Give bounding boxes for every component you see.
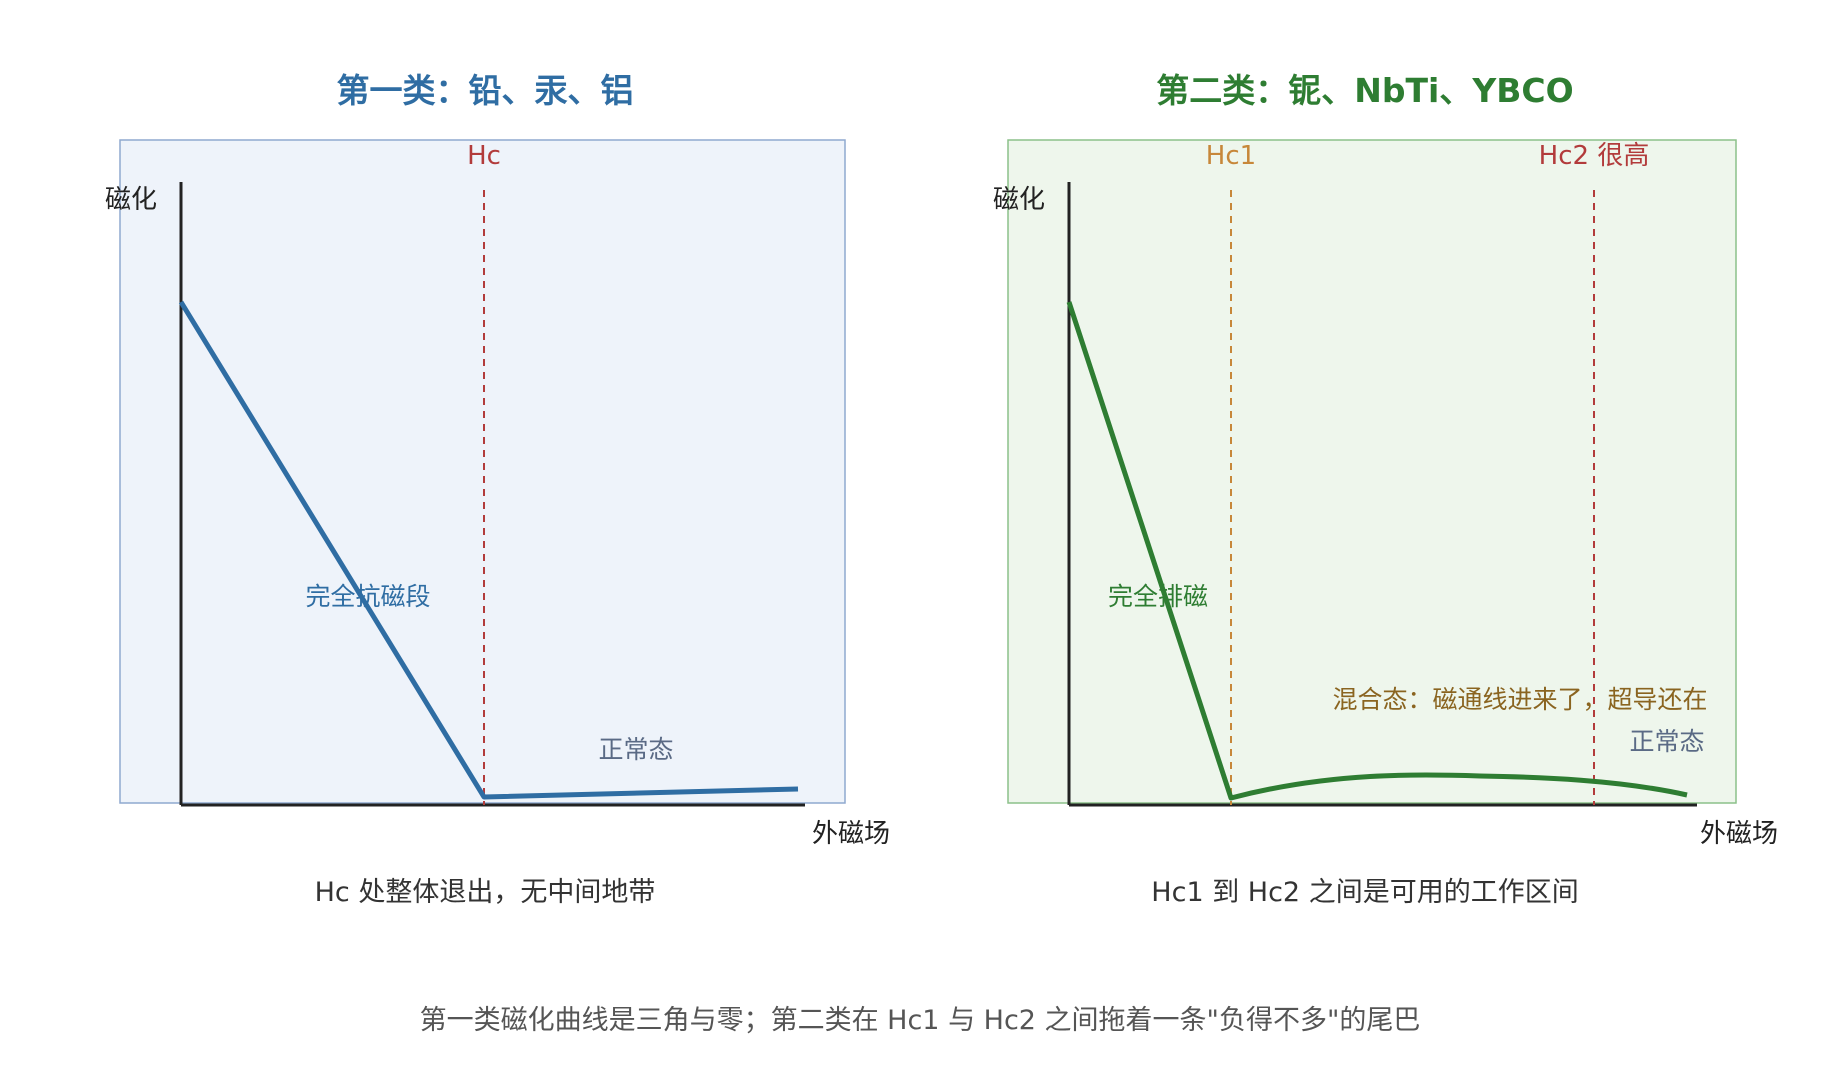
panel1-normal-label: 正常态 — [598, 735, 673, 764]
panel1-title: 第一类：铅、汞、铝 — [336, 71, 634, 110]
panel2-hc1-label: Hc1 — [1206, 141, 1256, 171]
panel1-meissner-label: 完全抗磁段 — [305, 582, 430, 611]
panel1-y-axis-label: 磁化 — [105, 185, 157, 215]
panel2-x-axis-label: 外磁场 — [1700, 819, 1778, 849]
panel1-hc-label: Hc — [467, 141, 501, 171]
panel2-magnetization-curve — [1066, 301, 1688, 801]
panel2-background — [1007, 139, 1737, 804]
panel1-caption: Hc 处整体退出，无中间地带 — [314, 877, 656, 908]
panel2-hc2-label: Hc2 很高 — [1539, 141, 1650, 171]
panel2-caption: Hc1 到 Hc2 之间是可用的工作区间 — [1151, 877, 1579, 908]
panel2-title: 第二类：铌、NbTi、YBCO — [1156, 71, 1574, 110]
panel2-normal-label: 正常态 — [1629, 727, 1704, 756]
panel2-plot: 磁化 外磁场 Hc1 Hc2 很高 完全排磁 混合态：磁通线进来了，超导还在 正… — [993, 139, 1778, 849]
panel1-plot: 磁化 外磁场 Hc 完全抗磁段 正常态 — [105, 139, 890, 849]
panel1-background — [119, 139, 846, 804]
footer-summary: 第一类磁化曲线是三角与零；第二类在 Hc1 与 Hc2 之间拖着一条"负得不多"… — [419, 1005, 1421, 1036]
panel1-magnetization-curve — [178, 300, 799, 800]
panel2-y-axis-label: 磁化 — [993, 185, 1045, 215]
panel2-mixed-state-label: 混合态：磁通线进来了，超导还在 — [1332, 685, 1707, 714]
panel2-meissner-label: 完全排磁 — [1108, 582, 1208, 611]
panel1-x-axis-label: 外磁场 — [812, 819, 890, 849]
